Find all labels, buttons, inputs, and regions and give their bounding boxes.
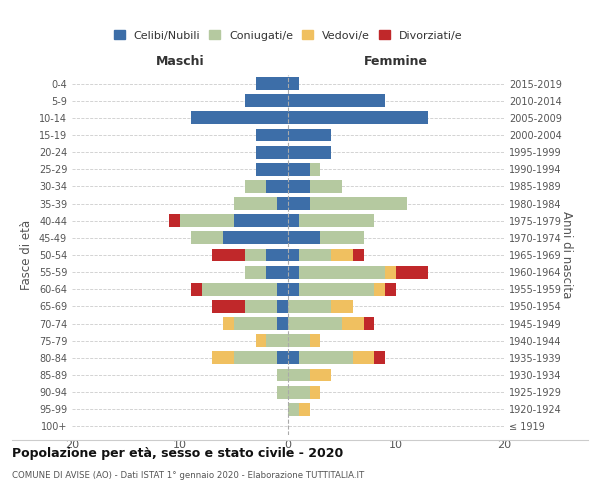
Bar [299,352,353,364]
Bar [310,334,320,347]
Bar [310,163,320,175]
Bar [256,128,288,141]
Y-axis label: Anni di nascita: Anni di nascita [560,212,573,298]
Bar [256,146,288,158]
Bar [266,248,288,262]
Bar [299,403,310,415]
Bar [245,180,266,193]
Bar [288,146,331,158]
Bar [223,317,234,330]
Text: Femmine: Femmine [364,55,428,68]
Bar [288,283,299,296]
Bar [320,232,364,244]
Bar [331,248,353,262]
Bar [310,386,320,398]
Bar [277,352,288,364]
Bar [234,214,288,227]
Bar [191,232,223,244]
Bar [288,128,331,141]
Bar [234,197,277,210]
Bar [364,317,374,330]
Bar [396,266,428,278]
Bar [288,94,385,107]
Bar [277,197,288,210]
Bar [288,248,299,262]
Bar [245,94,288,107]
Bar [191,283,202,296]
Bar [256,77,288,90]
Bar [212,352,234,364]
Bar [180,214,234,227]
Bar [202,283,277,296]
Bar [374,352,385,364]
Bar [385,266,396,278]
Text: Popolazione per età, sesso e stato civile - 2020: Popolazione per età, sesso e stato civil… [12,448,343,460]
Bar [266,180,288,193]
Bar [245,266,266,278]
Bar [277,386,288,398]
Bar [310,368,331,382]
Bar [342,317,364,330]
Bar [212,300,245,313]
Bar [374,283,385,296]
Bar [288,334,310,347]
Bar [256,163,288,175]
Bar [288,352,299,364]
Y-axis label: Fasce di età: Fasce di età [20,220,33,290]
Bar [245,300,277,313]
Bar [385,283,396,296]
Bar [288,266,299,278]
Bar [288,197,310,210]
Bar [288,317,342,330]
Bar [245,248,266,262]
Bar [353,248,364,262]
Bar [299,248,331,262]
Bar [288,180,310,193]
Bar [310,197,407,210]
Bar [266,334,288,347]
Bar [212,248,245,262]
Bar [256,334,266,347]
Legend: Celibi/Nubili, Coniugati/e, Vedovi/e, Divorziati/e: Celibi/Nubili, Coniugati/e, Vedovi/e, Di… [113,30,463,40]
Bar [277,283,288,296]
Bar [288,112,428,124]
Bar [288,163,310,175]
Bar [299,214,374,227]
Bar [288,214,299,227]
Bar [310,180,342,193]
Bar [288,386,310,398]
Text: COMUNE DI AVISE (AO) - Dati ISTAT 1° gennaio 2020 - Elaborazione TUTTITALIA.IT: COMUNE DI AVISE (AO) - Dati ISTAT 1° gen… [12,470,364,480]
Text: Maschi: Maschi [155,55,205,68]
Bar [277,317,288,330]
Bar [266,266,288,278]
Bar [234,317,277,330]
Bar [191,112,288,124]
Bar [288,368,310,382]
Bar [223,232,288,244]
Bar [288,300,331,313]
Bar [288,77,299,90]
Bar [353,352,374,364]
Bar [169,214,180,227]
Bar [234,352,277,364]
Bar [277,368,288,382]
Bar [288,232,320,244]
Bar [288,403,299,415]
Bar [299,283,374,296]
Bar [277,300,288,313]
Bar [331,300,353,313]
Bar [299,266,385,278]
